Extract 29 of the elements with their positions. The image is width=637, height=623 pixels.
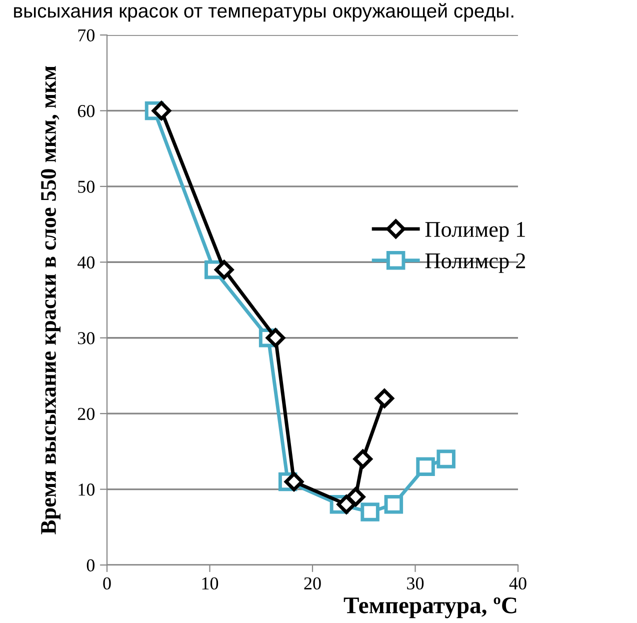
point (416, 457, 435, 476)
x-axis-title: Температура, ºC (344, 597, 516, 618)
legend-label: Полимср 2 (425, 253, 526, 273)
point (152, 101, 172, 120)
x-tick-label: 10 (202, 577, 218, 590)
y-tick-label: 50 (78, 180, 95, 193)
point (284, 472, 304, 492)
y-axis-title: Время высыхание краски в слое 550 мкм, мкм (40, 66, 60, 534)
point (360, 502, 380, 522)
point (346, 487, 366, 506)
point (266, 328, 286, 348)
x-tick-label: 40 (509, 577, 526, 590)
point (214, 260, 234, 280)
x-tick-label: 0 (103, 577, 111, 590)
y-tick-label: 20 (78, 408, 95, 420)
y-tick-label: 70 (78, 29, 95, 42)
y-tick-label: 10 (78, 484, 95, 496)
x-tick-label: 30 (407, 577, 424, 590)
y-tick-label: 0 (86, 559, 95, 572)
chart-title: высыхания красок от температуры окружающей среды. (14, 3, 514, 22)
point (384, 495, 404, 514)
legend-label: Полимер 1 (425, 222, 525, 242)
point (374, 388, 394, 408)
x-tick-label: 20 (304, 577, 321, 590)
point (436, 450, 456, 468)
y-tick-label: 30 (78, 332, 95, 344)
y-tick-label: 60 (78, 104, 95, 118)
point (353, 449, 372, 469)
y-tick-label: 40 (77, 256, 95, 269)
